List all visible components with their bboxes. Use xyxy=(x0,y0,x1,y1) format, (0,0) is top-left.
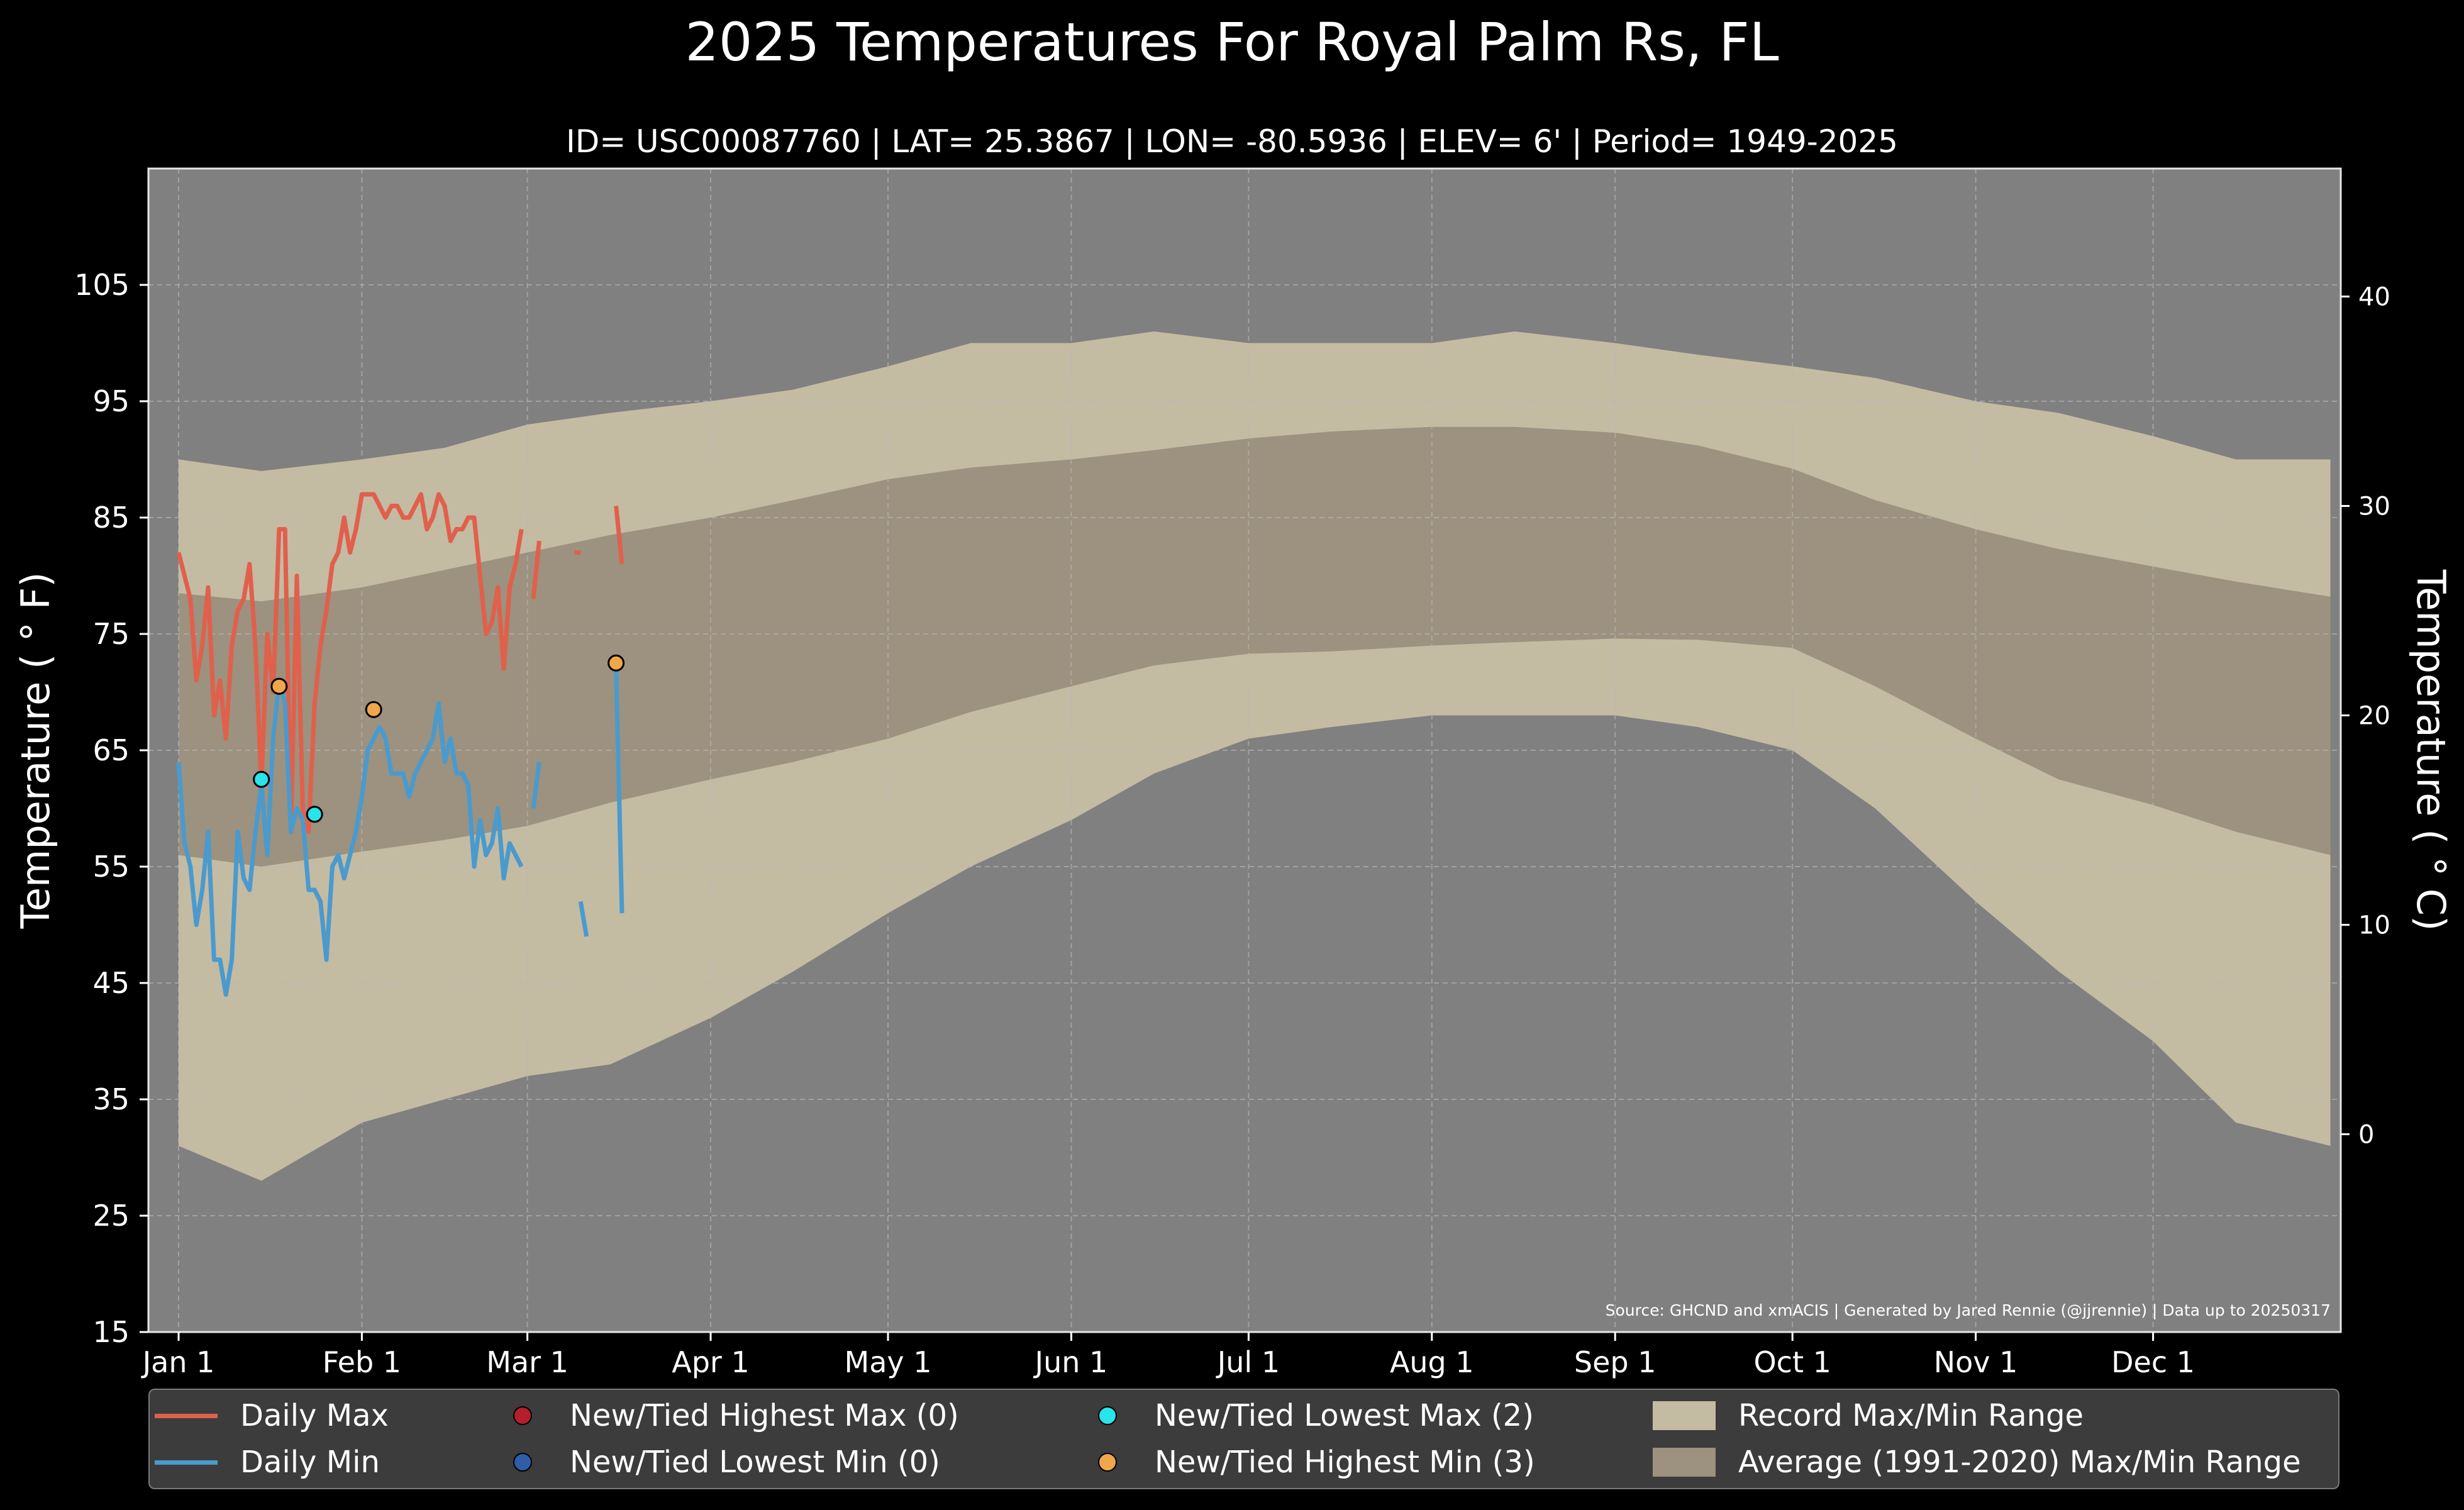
y-tick-label: 105 xyxy=(74,268,130,302)
x-tick-label: Aug 1 xyxy=(1390,1345,1474,1379)
record-range-swatch xyxy=(1653,1401,1716,1430)
legend-lowest-min: New/Tied Lowest Min (0) xyxy=(489,1440,940,1484)
y-tick-label: 95 xyxy=(92,384,130,418)
y-tick-label-right: 30 xyxy=(2358,492,2390,521)
y-axis-label: Temperature ( ° F) xyxy=(13,572,58,930)
legend: Daily Max Daily Min New/Tied Highest Max… xyxy=(148,1389,2339,1489)
series-lines xyxy=(176,492,624,997)
lowest-max-swatch xyxy=(1098,1406,1117,1425)
x-tick-label: Mar 1 xyxy=(486,1345,569,1379)
x-tick-label: Dec 1 xyxy=(2111,1345,2195,1379)
y-tick-label: 55 xyxy=(92,850,130,884)
daily-min-swatch xyxy=(155,1460,218,1465)
y-tick-label: 25 xyxy=(92,1199,130,1233)
x-tick-label: Jan 1 xyxy=(141,1345,215,1379)
y-tick-label-right: 40 xyxy=(2358,283,2390,312)
x-tick-label: Nov 1 xyxy=(1934,1345,2018,1379)
record-marker xyxy=(365,701,382,718)
legend-label: New/Tied Highest Max (0) xyxy=(570,1398,959,1433)
y-tick-label: 65 xyxy=(92,733,130,767)
average-range-fill xyxy=(179,426,2331,867)
record-marker xyxy=(608,654,625,672)
y-tick-label-right: 20 xyxy=(2358,702,2390,731)
highest-min-swatch xyxy=(1098,1453,1117,1472)
x-axis: Jan 1 Feb 1 Mar 1 Apr 1 May 1 Jun 1 Jul 1 Aug 1… xyxy=(141,1332,2195,1379)
legend-highest-max: New/Tied Highest Max (0) xyxy=(489,1394,959,1438)
y-axis-label-right: Temperature ( ° C) xyxy=(2408,569,2454,931)
y-tick-label-right: 10 xyxy=(2358,911,2390,940)
chart-subtitle: ID= USC00087760 | LAT= 25.3867 | LON= -8… xyxy=(566,123,1898,160)
series-daily-max xyxy=(176,492,624,834)
record-markers xyxy=(253,654,625,823)
record-marker xyxy=(270,677,288,695)
x-tick-label: Jul 1 xyxy=(1216,1345,1280,1379)
y-axis-left: 15 25 35 45 55 65 75 85 95 105 xyxy=(74,268,148,1349)
legend-highest-min: New/Tied Highest Min (3) xyxy=(1074,1440,1535,1484)
legend-average-range: Average (1991-2020) Max/Min Range xyxy=(1653,1440,2301,1484)
legend-label: New/Tied Lowest Min (0) xyxy=(570,1445,940,1480)
x-tick-label: Sep 1 xyxy=(1574,1345,1657,1379)
x-tick-label: Feb 1 xyxy=(323,1345,401,1379)
record-marker xyxy=(253,770,270,788)
x-tick-label: Jun 1 xyxy=(1033,1345,1108,1379)
legend-lowest-max: New/Tied Lowest Max (2) xyxy=(1074,1394,1534,1438)
daily-max-swatch xyxy=(155,1413,218,1418)
y-tick-label: 85 xyxy=(92,501,130,535)
y-axis-right: 0 10 20 30 40 xyxy=(2341,283,2390,1150)
y-tick-label: 15 xyxy=(92,1315,130,1349)
lowest-min-swatch xyxy=(513,1453,532,1472)
legend-label: Record Max/Min Range xyxy=(1738,1398,2084,1433)
grid-lines xyxy=(148,169,2341,1333)
average-range-area xyxy=(179,426,2331,867)
y-tick-label-right: 0 xyxy=(2358,1121,2374,1150)
x-tick-label: Oct 1 xyxy=(1753,1345,1831,1379)
highest-max-swatch xyxy=(513,1406,532,1425)
x-tick-label: Apr 1 xyxy=(672,1345,749,1379)
y-tick-label: 45 xyxy=(92,966,130,1000)
y-tick-label: 75 xyxy=(92,617,130,651)
legend-record-range: Record Max/Min Range xyxy=(1653,1394,2084,1438)
legend-daily-max: Daily Max xyxy=(155,1394,389,1438)
x-tick-label: May 1 xyxy=(845,1345,932,1379)
series-daily-min xyxy=(176,669,624,997)
legend-daily-min: Daily Min xyxy=(155,1440,380,1484)
legend-label: Daily Min xyxy=(240,1445,380,1480)
chart-title: 2025 Temperatures For Royal Palm Rs, FL xyxy=(685,11,1779,73)
legend-label: New/Tied Highest Min (3) xyxy=(1155,1445,1535,1480)
record-marker xyxy=(306,806,323,823)
y-tick-label: 35 xyxy=(92,1082,130,1116)
legend-label: Average (1991-2020) Max/Min Range xyxy=(1738,1445,2301,1480)
source-note: Source: GHCND and xmACIS | Generated by … xyxy=(1606,1301,2331,1319)
average-range-swatch xyxy=(1653,1448,1716,1477)
legend-label: Daily Max xyxy=(240,1398,389,1433)
legend-label: New/Tied Lowest Max (2) xyxy=(1155,1398,1534,1433)
